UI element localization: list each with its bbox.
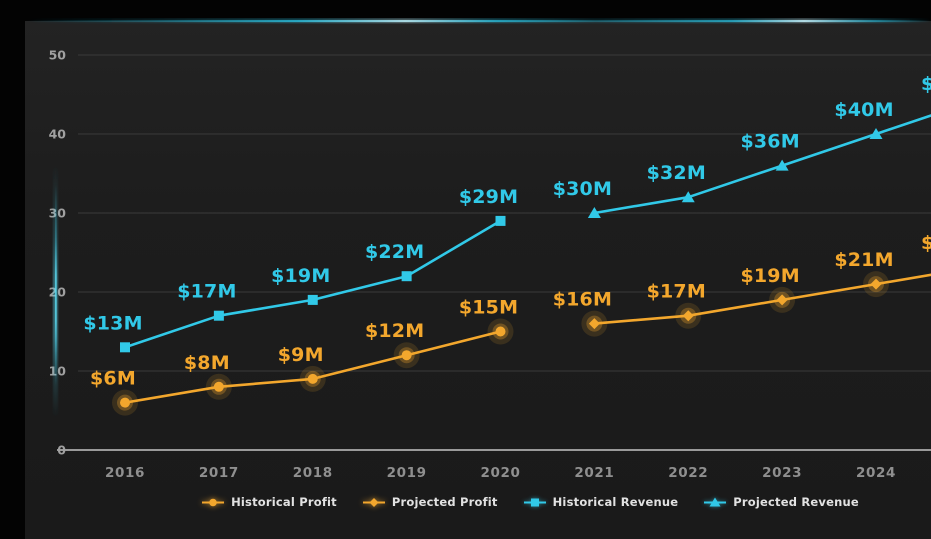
data-point-label: $40M <box>834 99 893 121</box>
legend-label: Projected Profit <box>391 495 498 509</box>
data-point-label: $36M <box>740 131 799 153</box>
top-edge-glow-core <box>25 20 931 22</box>
data-point-label: $19M <box>740 265 799 287</box>
data-point-label: $21M <box>834 249 893 271</box>
data-point-marker[interactable] <box>120 397 130 408</box>
data-point-marker[interactable] <box>120 342 130 353</box>
x-tick-label: 2024 <box>856 465 896 481</box>
data-point-marker[interactable] <box>213 381 224 392</box>
x-tick-label: 2022 <box>668 465 708 481</box>
x-tick-label: 2021 <box>574 465 614 481</box>
legend-item-historical-profit[interactable]: Historical Profit <box>202 495 337 509</box>
left-edge-glow-core <box>55 185 57 385</box>
x-tick-label: 2019 <box>387 465 427 481</box>
chart-panel <box>25 21 931 539</box>
legend-item-projected-revenue[interactable]: Projected Revenue <box>704 495 859 509</box>
data-point-label: $30M <box>553 178 612 200</box>
data-point-label: $15M <box>459 297 518 319</box>
data-point-label: $32M <box>647 162 706 184</box>
data-point-marker[interactable] <box>775 159 789 171</box>
y-tick-label: 40 <box>49 127 67 142</box>
data-point-marker[interactable] <box>870 278 882 290</box>
edge-partial-label: $ <box>921 232 931 254</box>
data-point-marker[interactable] <box>869 128 883 139</box>
x-tick-label: 2023 <box>762 465 802 481</box>
grid: 0 10 20 30 40 50 <box>49 48 931 458</box>
data-point-label: $22M <box>365 241 424 263</box>
data-point-marker[interactable] <box>682 310 694 322</box>
legend-label: Historical Revenue <box>552 495 679 509</box>
legend-item-historical-revenue[interactable]: Historical Revenue <box>523 495 679 509</box>
circle-legend-marker-icon <box>202 498 225 506</box>
x-axis-labels: 2016 2017 2018 2019 2020 2021 2022 2023 2024 <box>105 465 896 481</box>
data-point-marker[interactable] <box>401 271 412 282</box>
data-point-marker[interactable] <box>588 318 600 330</box>
data-point-marker[interactable] <box>307 373 318 384</box>
data-point-label: $9M <box>278 344 324 366</box>
x-tick-label: 2017 <box>199 465 239 481</box>
data-point-label: $16M <box>553 289 612 311</box>
y-tick-label: 50 <box>49 48 67 63</box>
data-point-label: $19M <box>271 265 330 287</box>
triangle-legend-marker-icon <box>704 497 727 506</box>
y-tick-label: 0 <box>57 443 66 458</box>
data-point-marker[interactable] <box>307 294 318 305</box>
series-projected-profit: $16M $17M $19M $21M $ <box>553 232 931 337</box>
legend-item-projected-profit[interactable]: Projected Profit <box>362 495 498 509</box>
y-tick-label: 20 <box>49 285 67 300</box>
data-point-label: $6M <box>90 368 136 390</box>
data-point-label: $17M <box>647 281 706 303</box>
series-projected-revenue: $30M $32M $36M $40M $ <box>553 73 931 218</box>
y-tick-label: 30 <box>49 206 67 221</box>
data-point-marker[interactable] <box>681 191 695 203</box>
y-tick-label: 10 <box>49 364 67 379</box>
data-point-marker[interactable] <box>401 350 412 361</box>
data-point-label: $12M <box>365 320 424 342</box>
series-historical-profit: $6M $8M $9M $12M $15M <box>90 297 518 416</box>
diamond-legend-marker-icon <box>362 497 385 507</box>
legend-label: Projected Revenue <box>733 495 859 509</box>
legend-label: Historical Profit <box>231 495 337 509</box>
x-tick-label: 2018 <box>293 465 333 481</box>
x-tick-label: 2016 <box>105 465 145 481</box>
x-tick-label: 2020 <box>481 465 521 481</box>
data-point-marker[interactable] <box>776 294 788 306</box>
data-point-label: $17M <box>177 281 236 303</box>
data-point-marker[interactable] <box>213 310 224 321</box>
data-point-marker[interactable] <box>587 207 601 218</box>
data-point-label: $8M <box>184 352 230 374</box>
series-historical-revenue: $13M $17M $19M $22M $29M <box>83 186 518 353</box>
data-point-marker[interactable] <box>495 326 506 337</box>
data-point-label: $13M <box>83 312 142 334</box>
series-line <box>594 114 931 215</box>
data-point-label: $29M <box>459 186 518 208</box>
edge-partial-label: $ <box>921 73 931 95</box>
data-point-marker[interactable] <box>495 215 506 226</box>
square-legend-marker-icon <box>523 498 546 506</box>
legend: Historical Profit Projected Profit Histori… <box>130 495 931 509</box>
